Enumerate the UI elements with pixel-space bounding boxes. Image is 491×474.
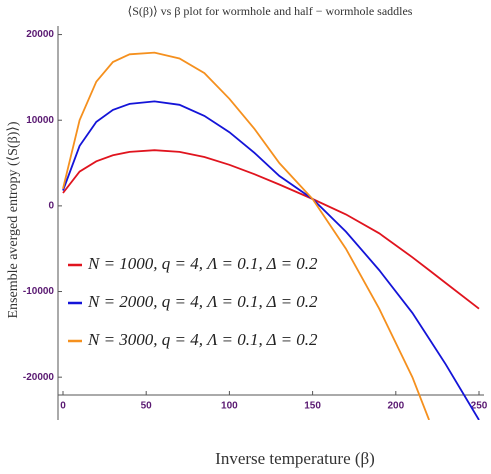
series-line [62, 51, 430, 420]
series-line [62, 149, 480, 310]
y-tick-label: -10000 [23, 286, 55, 297]
x-tick-label: 100 [221, 401, 238, 412]
x-tick-label: 250 [471, 401, 488, 412]
chart-title: ⟨S(β)⟩ vs β plot for wormhole and half −… [128, 4, 413, 18]
x-tick-label: 200 [387, 401, 404, 412]
y-tick-label: 10000 [26, 115, 54, 126]
y-axis-label: Ensemble averged entropy (⟨S(β)⟩) [6, 121, 21, 318]
legend-label: N = 3000, q = 4, Λ = 0.1, Δ = 0.2 [87, 330, 318, 349]
x-tick-label: 150 [304, 401, 321, 412]
legend-label: N = 1000, q = 4, Λ = 0.1, Δ = 0.2 [87, 254, 318, 273]
x-tick-label: 0 [60, 401, 66, 412]
legend-label: N = 2000, q = 4, Λ = 0.1, Δ = 0.2 [87, 292, 318, 311]
y-tick-label: 0 [48, 201, 54, 212]
x-tick-label: 50 [141, 401, 153, 412]
series-line [62, 100, 480, 420]
x-axis-label: Inverse temperature (β) [215, 449, 375, 468]
y-tick-label: 20000 [26, 29, 54, 40]
y-tick-label: -20000 [23, 372, 55, 383]
